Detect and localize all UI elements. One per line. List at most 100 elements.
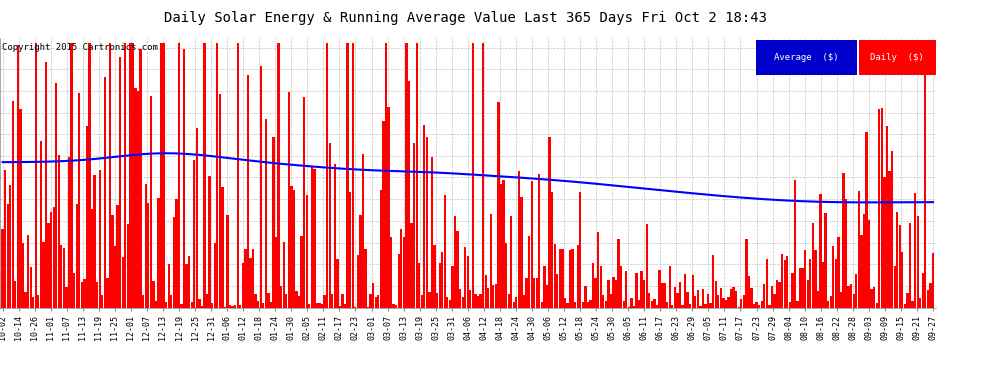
Bar	[342, 294, 344, 307]
Bar	[257, 301, 259, 307]
Bar	[909, 222, 911, 308]
Bar	[14, 281, 17, 308]
Bar	[444, 195, 446, 308]
Bar	[30, 267, 32, 308]
Bar	[259, 66, 262, 308]
Bar	[544, 266, 545, 308]
Bar	[453, 216, 456, 308]
Bar	[799, 268, 801, 308]
Bar	[38, 294, 40, 307]
Bar	[349, 192, 351, 308]
Bar	[229, 305, 232, 308]
Bar	[104, 78, 106, 308]
Bar	[633, 306, 635, 308]
Bar	[132, 43, 134, 308]
Bar	[720, 288, 722, 308]
Bar	[605, 301, 607, 307]
Bar	[280, 286, 282, 308]
Bar	[912, 301, 914, 307]
Bar	[904, 304, 906, 307]
Bar	[901, 252, 904, 308]
Bar	[201, 306, 203, 308]
Bar	[791, 273, 794, 308]
Bar	[896, 212, 898, 308]
Bar	[741, 298, 742, 307]
Bar	[623, 302, 625, 307]
Bar	[423, 125, 426, 308]
Bar	[270, 302, 272, 307]
Bar	[329, 143, 331, 308]
Bar	[436, 293, 439, 308]
Bar	[930, 283, 932, 308]
Bar	[487, 288, 489, 308]
Bar	[439, 263, 441, 308]
Bar	[548, 137, 550, 308]
Bar	[301, 236, 303, 308]
Bar	[576, 245, 579, 308]
Bar	[251, 249, 254, 308]
Bar	[288, 92, 290, 308]
Bar	[277, 43, 280, 308]
Bar	[264, 119, 267, 308]
Bar	[855, 274, 857, 308]
Bar	[561, 249, 563, 308]
Bar	[346, 43, 348, 308]
Bar	[865, 132, 867, 308]
Bar	[167, 264, 170, 308]
Bar	[817, 291, 819, 308]
Bar	[661, 283, 663, 308]
Bar	[653, 299, 655, 307]
Bar	[232, 306, 234, 308]
Bar	[206, 294, 208, 307]
Bar	[1, 229, 4, 308]
Bar	[157, 198, 159, 308]
Bar	[710, 303, 712, 307]
Bar	[17, 45, 19, 308]
Bar	[733, 287, 735, 308]
Bar	[763, 284, 765, 308]
Bar	[579, 192, 581, 308]
Bar	[4, 170, 6, 308]
Bar	[704, 304, 707, 307]
Bar	[919, 298, 922, 307]
Bar	[356, 255, 359, 308]
Bar	[699, 306, 702, 308]
Bar	[392, 304, 395, 307]
Bar	[592, 264, 594, 308]
Bar	[32, 297, 35, 307]
Bar	[760, 301, 763, 307]
Bar	[610, 294, 612, 307]
Bar	[35, 43, 37, 308]
Bar	[405, 43, 408, 308]
Text: Average  ($): Average ($)	[774, 53, 839, 62]
Bar	[697, 290, 699, 308]
Bar	[883, 177, 886, 308]
Bar	[154, 301, 157, 307]
Bar	[676, 294, 678, 308]
Bar	[574, 302, 576, 307]
Bar	[227, 215, 229, 308]
Bar	[369, 294, 372, 307]
Bar	[211, 303, 213, 307]
Bar	[742, 295, 745, 307]
Bar	[321, 304, 323, 307]
Bar	[641, 271, 643, 308]
Bar	[888, 171, 891, 308]
Bar	[735, 291, 738, 308]
Bar	[148, 203, 149, 308]
Bar	[536, 278, 538, 308]
Bar	[219, 94, 221, 308]
Bar	[96, 282, 98, 308]
Bar	[472, 43, 474, 308]
Bar	[891, 151, 893, 308]
Bar	[668, 266, 671, 308]
Bar	[9, 185, 11, 308]
Bar	[638, 300, 641, 307]
Bar	[324, 295, 326, 307]
Bar	[78, 93, 80, 308]
Bar	[221, 187, 224, 308]
Bar	[645, 225, 647, 308]
Bar	[295, 291, 298, 308]
Bar	[796, 301, 799, 307]
Bar	[723, 298, 725, 307]
